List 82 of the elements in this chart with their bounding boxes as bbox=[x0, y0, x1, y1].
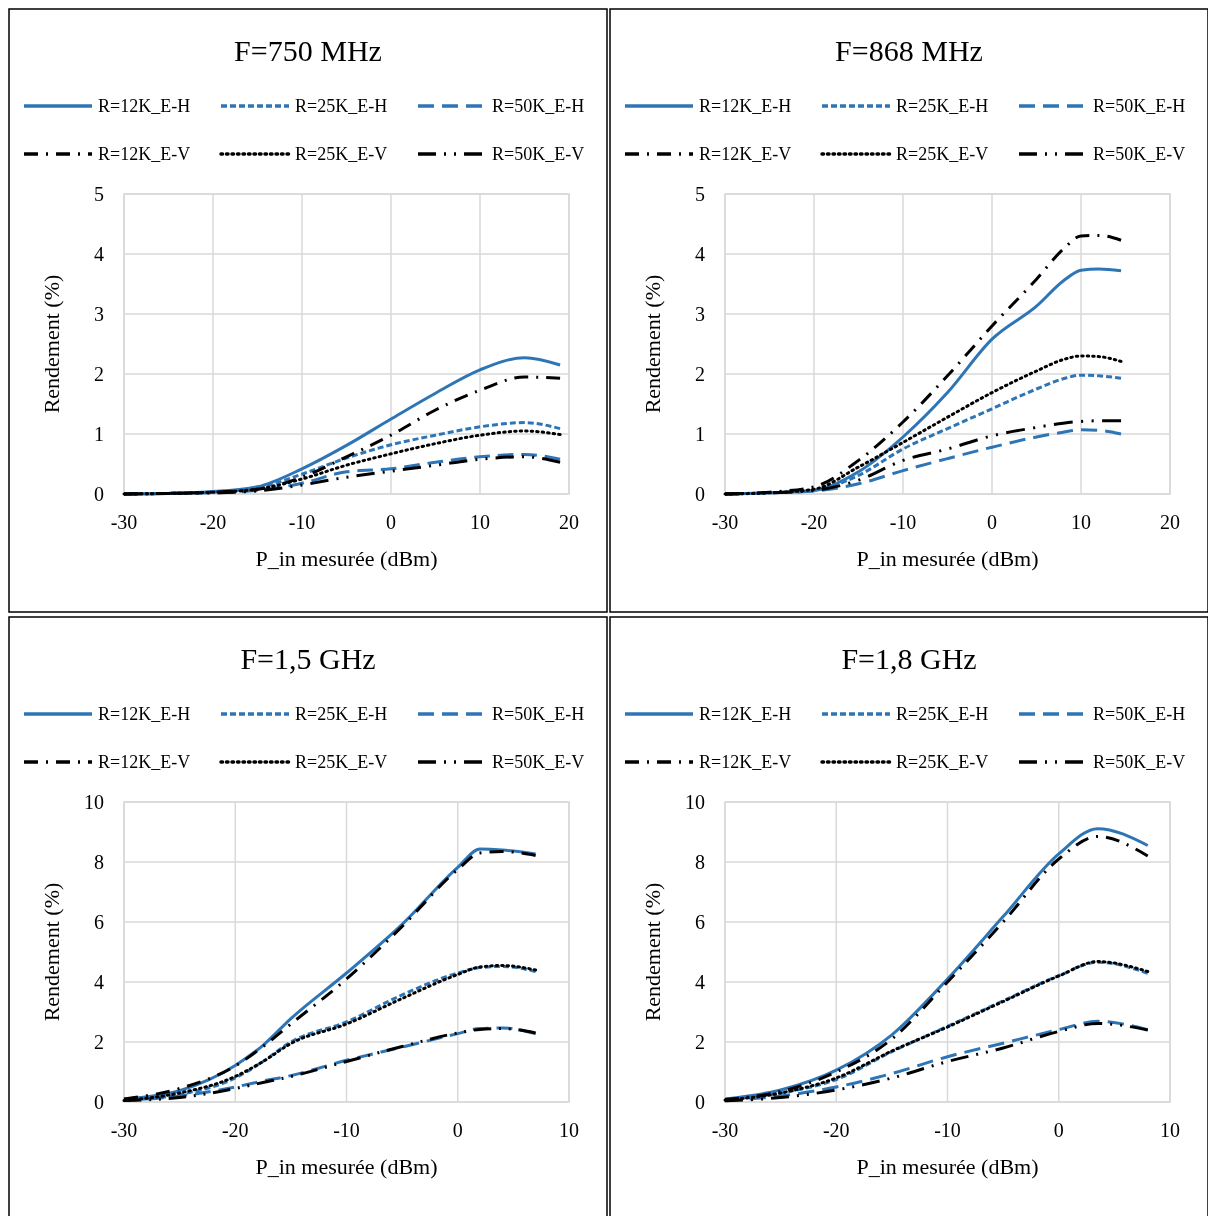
x-tick-label: -20 bbox=[800, 511, 828, 533]
y-tick-label: 1 bbox=[94, 423, 104, 445]
x-tick-label: -10 bbox=[288, 511, 316, 533]
x-tick-label: -30 bbox=[711, 1119, 739, 1141]
y-tick-label: 0 bbox=[94, 1091, 104, 1113]
y-tick-label: 3 bbox=[94, 303, 104, 325]
legend-label: R=50K_E-V bbox=[492, 144, 585, 164]
y-tick-label: 4 bbox=[94, 971, 104, 993]
legend-label: R=50K_E-H bbox=[492, 704, 585, 724]
y-tick-label: 4 bbox=[94, 243, 104, 265]
chart-title: F=1,5 GHz bbox=[240, 642, 376, 675]
legend-label: R=50K_E-V bbox=[492, 752, 585, 772]
y-tick-label: 0 bbox=[695, 1091, 705, 1113]
legend-label: R=12K_E-V bbox=[98, 752, 191, 772]
y-axis-title: Rendement (%) bbox=[39, 274, 64, 414]
x-tick-label: -20 bbox=[822, 1119, 850, 1141]
legend-label: R=25K_E-V bbox=[295, 752, 388, 772]
x-tick-label: -30 bbox=[110, 511, 138, 533]
legend-label: R=12K_E-V bbox=[98, 144, 191, 164]
y-tick-label: 2 bbox=[695, 1031, 705, 1053]
x-tick-label: 10 bbox=[1160, 1119, 1180, 1141]
y-tick-label: 0 bbox=[94, 483, 104, 505]
legend-label: R=12K_E-H bbox=[699, 704, 792, 724]
y-axis-title: Rendement (%) bbox=[39, 882, 64, 1022]
y-tick-label: 6 bbox=[94, 911, 104, 933]
y-tick-label: 5 bbox=[695, 183, 705, 205]
legend-label: R=25K_E-H bbox=[896, 96, 989, 116]
legend-label: R=12K_E-H bbox=[98, 96, 191, 116]
legend-label: R=50K_E-V bbox=[1093, 752, 1186, 772]
x-axis-title: P_in mesurée (dBm) bbox=[856, 1154, 1039, 1179]
x-tick-label: 10 bbox=[470, 511, 490, 533]
legend-label: R=25K_E-V bbox=[896, 144, 989, 164]
legend-label: R=25K_E-V bbox=[295, 144, 388, 164]
y-tick-label: 2 bbox=[695, 363, 705, 385]
y-tick-label: 1 bbox=[695, 423, 705, 445]
legend-label: R=12K_E-V bbox=[699, 752, 792, 772]
x-tick-label: 0 bbox=[386, 511, 396, 533]
y-tick-label: 3 bbox=[695, 303, 705, 325]
chart-title: F=1,8 GHz bbox=[841, 642, 977, 675]
legend-label: R=12K_E-H bbox=[98, 704, 191, 724]
y-tick-label: 8 bbox=[94, 851, 104, 873]
y-tick-label: 6 bbox=[695, 911, 705, 933]
legend-label: R=50K_E-H bbox=[492, 96, 585, 116]
y-tick-label: 0 bbox=[695, 483, 705, 505]
x-axis-title: P_in mesurée (dBm) bbox=[255, 546, 438, 571]
legend-label: R=25K_E-H bbox=[295, 704, 388, 724]
x-tick-label: 0 bbox=[1053, 1119, 1064, 1141]
y-tick-label: 10 bbox=[685, 791, 705, 813]
legend-label: R=12K_E-H bbox=[699, 96, 792, 116]
legend-label: R=50K_E-H bbox=[1093, 704, 1186, 724]
x-tick-label: -20 bbox=[199, 511, 227, 533]
y-axis-title: Rendement (%) bbox=[640, 882, 665, 1022]
y-axis-title: Rendement (%) bbox=[640, 274, 665, 414]
y-tick-label: 5 bbox=[94, 183, 104, 205]
x-tick-label: 0 bbox=[452, 1119, 463, 1141]
chart-title: F=868 MHz bbox=[835, 34, 983, 67]
x-tick-label: -30 bbox=[110, 1119, 138, 1141]
x-tick-label: 10 bbox=[559, 1119, 579, 1141]
x-tick-label: -10 bbox=[934, 1119, 961, 1141]
y-tick-label: 10 bbox=[84, 791, 104, 813]
legend-label: R=25K_E-V bbox=[896, 752, 989, 772]
y-tick-label: 2 bbox=[94, 363, 104, 385]
x-tick-label: 0 bbox=[987, 511, 997, 533]
x-axis-title: P_in mesurée (dBm) bbox=[856, 546, 1039, 571]
x-tick-label: 20 bbox=[1160, 511, 1180, 533]
legend-label: R=25K_E-H bbox=[896, 704, 989, 724]
x-tick-label: -10 bbox=[889, 511, 917, 533]
legend-label: R=50K_E-H bbox=[1093, 96, 1186, 116]
x-axis-title: P_in mesurée (dBm) bbox=[255, 1154, 438, 1179]
y-tick-label: 4 bbox=[695, 971, 705, 993]
legend-label: R=50K_E-V bbox=[1093, 144, 1186, 164]
x-tick-label: 10 bbox=[1071, 511, 1091, 533]
y-tick-label: 2 bbox=[94, 1031, 104, 1053]
x-tick-label: 20 bbox=[559, 511, 579, 533]
x-tick-label: -20 bbox=[221, 1119, 249, 1141]
x-tick-label: -30 bbox=[711, 511, 739, 533]
legend-label: R=12K_E-V bbox=[699, 144, 792, 164]
x-tick-label: -10 bbox=[333, 1119, 360, 1141]
chart-title: F=750 MHz bbox=[234, 34, 382, 67]
y-tick-label: 8 bbox=[695, 851, 705, 873]
legend-label: R=25K_E-H bbox=[295, 96, 388, 116]
y-tick-label: 4 bbox=[695, 243, 705, 265]
